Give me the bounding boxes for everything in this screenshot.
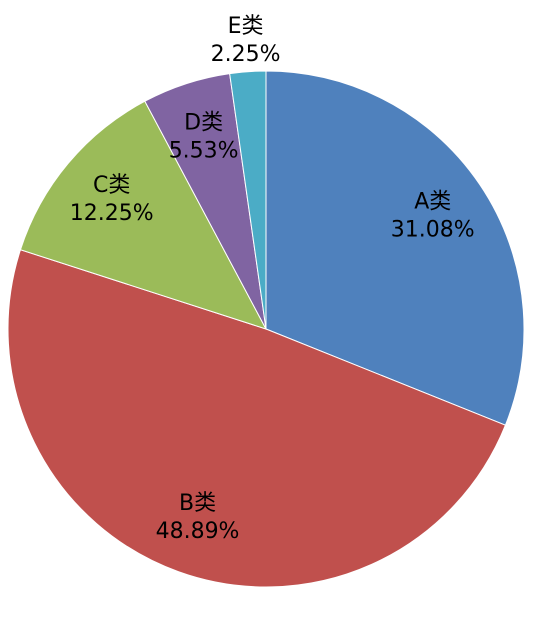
value-label: 2.25%: [211, 42, 281, 67]
value-label: 12.25%: [70, 201, 154, 226]
slice-label: C类: [93, 173, 130, 198]
pie-slice: [229, 70, 267, 330]
value-label: 31.08%: [391, 217, 475, 242]
slice-label: E类: [228, 14, 264, 39]
slice-label: A类: [414, 189, 451, 214]
value-label: 5.53%: [169, 139, 239, 164]
value-label: 48.89%: [156, 519, 240, 544]
pie-slice: [265, 70, 525, 426]
slice-label: D类: [184, 111, 223, 136]
pie-slice: [19, 100, 268, 330]
pie-slice: [7, 249, 507, 588]
slice-label: B类: [179, 491, 216, 516]
